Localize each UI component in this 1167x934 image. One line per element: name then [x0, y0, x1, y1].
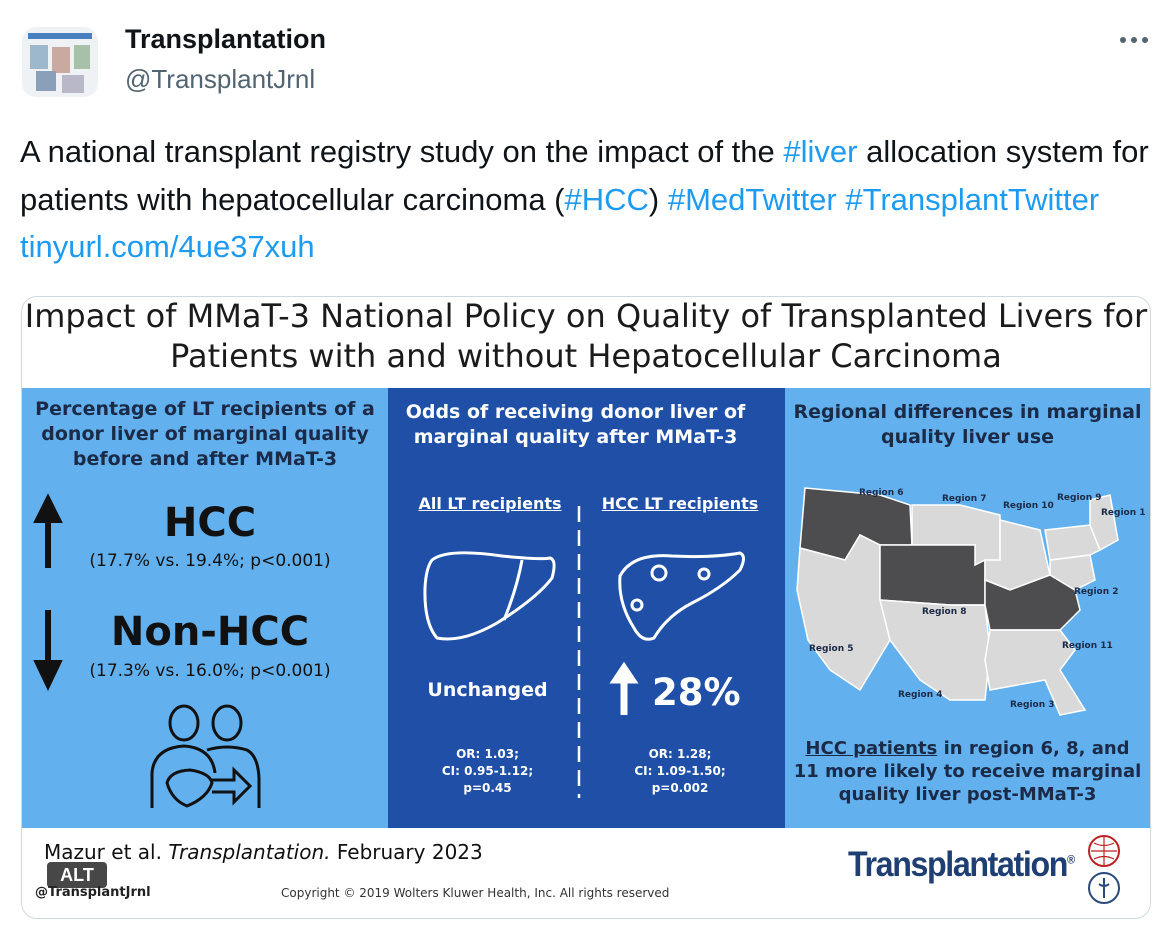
stat-line: CI: 0.95-1.12;: [441, 764, 534, 778]
down-arrow: [33, 610, 63, 691]
panel-heading: Odds of receiving donor liver of margina…: [388, 400, 763, 450]
watermark: @TransplantJrnl: [35, 885, 151, 900]
heading-line: Percentage of LT recipients of a: [35, 398, 375, 420]
tumor: [650, 564, 668, 582]
citation-author: Mazur et al.: [44, 840, 162, 864]
heading-line: Regional differences in marginal: [793, 401, 1142, 423]
liver-icons: [423, 551, 745, 641]
liver: [165, 768, 214, 808]
arrow: [212, 766, 253, 806]
society-logos: [1088, 835, 1120, 904]
conclusion-text: in region 6, 8, and 11 more likely to re…: [793, 738, 1142, 805]
hashtag[interactable]: #liver: [783, 134, 858, 169]
tumor: [697, 567, 711, 581]
conclusion-highlight: HCC patients: [805, 738, 938, 759]
tweet-text: A national transplant registry study on …: [20, 128, 1155, 271]
hashtag[interactable]: #HCC: [564, 181, 649, 217]
people-icon: [150, 704, 261, 808]
heading-line: before and after MMaT-3: [72, 448, 338, 470]
title-line: Patients with and without Hepatocellular…: [170, 337, 1002, 375]
non-hcc-label: Non-HCC: [110, 609, 310, 655]
url[interactable]: tinyurl.com/4ue37xuh: [20, 229, 315, 264]
heading-line: donor liver of marginal quality: [41, 423, 369, 445]
text: allocation system for patients with hepa…: [20, 134, 1149, 217]
text: A national transplant registry study on …: [20, 134, 775, 169]
hcc-label: HCC LT recipients: [601, 494, 759, 513]
body: [150, 744, 217, 808]
conclusion: HCC patients in region 6, 8, and 11 more…: [790, 737, 1145, 806]
hashtag[interactable]: #MedTwitter: [667, 181, 837, 217]
copyright: Copyright © 2019 Wolters Kluwer Health, …: [281, 886, 670, 900]
logo: Transplantation®: [848, 845, 1075, 885]
text: ): [648, 181, 660, 217]
hcc-label: HCC: [163, 500, 257, 546]
logo-text: Transplantation: [848, 845, 1068, 884]
dot: [1120, 37, 1126, 43]
heading-line: Odds of receiving donor liver of: [405, 401, 746, 423]
stat-line: CI: 1.09-1.50;: [634, 764, 726, 778]
hashtag[interactable]: #TransplantTwitter: [845, 181, 1100, 217]
avatar-cover: [62, 75, 84, 93]
head: [211, 704, 243, 742]
all-result: Unchanged: [427, 679, 548, 701]
body: [206, 745, 261, 808]
stat-line: OR: 1.03;: [456, 747, 519, 761]
liver-hcc: [618, 551, 745, 641]
citation: Mazur et al. Transplantation. February 2…: [44, 840, 483, 864]
author-name[interactable]: Transplantation: [125, 24, 327, 54]
middle-panel: [388, 388, 785, 828]
hcc-result: 28%: [652, 671, 741, 714]
logo-mark: ®: [1067, 852, 1075, 867]
liver-lobe: [502, 559, 524, 621]
infographic-title: Impact of MMaT-3 National Policy on Qual…: [22, 296, 1150, 376]
head: [168, 704, 200, 742]
avatar-band: [28, 33, 92, 39]
avatar-cover: [74, 45, 90, 69]
globe-lines: [1091, 837, 1117, 865]
seal: [1098, 878, 1110, 898]
panel-heading: Percentage of LT recipients of a donor l…: [22, 397, 388, 472]
all-label: All LT recipients: [418, 494, 562, 513]
avatar-cover: [30, 45, 48, 69]
heading-line: marginal quality after MMaT-3: [413, 426, 738, 448]
alt-badge[interactable]: ALT: [47, 862, 107, 888]
hcc-stats: (17.7% vs. 19.4%; p<0.001): [89, 551, 331, 571]
avatar-cover: [52, 47, 70, 73]
stat-line: p=0.002: [651, 781, 709, 795]
dot: [1142, 37, 1148, 43]
panel-heading: Regional differences in marginal quality…: [785, 400, 1150, 450]
citation-journal: Transplantation.: [168, 840, 331, 864]
infographic-graphics: [33, 493, 745, 808]
stat-line: p=0.45: [463, 781, 512, 795]
title-line: Impact of MMaT-3 National Policy on Qual…: [24, 297, 1148, 335]
avatar[interactable]: [22, 27, 98, 97]
up-arrow-28: [609, 661, 639, 715]
non-hcc-stats: (17.3% vs. 16.0%; p<0.001): [89, 661, 331, 681]
tumor: [630, 598, 644, 612]
more-menu[interactable]: [1118, 33, 1150, 47]
handle[interactable]: @TransplantJrnl: [125, 64, 316, 94]
citation-date: February 2023: [336, 840, 483, 864]
liver-all: [423, 551, 556, 641]
dot: [1131, 37, 1137, 43]
heading-line: quality liver use: [880, 426, 1055, 448]
all-stats: OR: 1.03; CI: 0.95-1.12; p=0.45: [400, 746, 575, 797]
hcc-stats: OR: 1.28; CI: 1.09-1.50; p=0.002: [590, 746, 770, 797]
up-arrow: [33, 493, 63, 568]
avatar-cover: [36, 71, 56, 91]
stat-line: OR: 1.28;: [648, 747, 712, 761]
